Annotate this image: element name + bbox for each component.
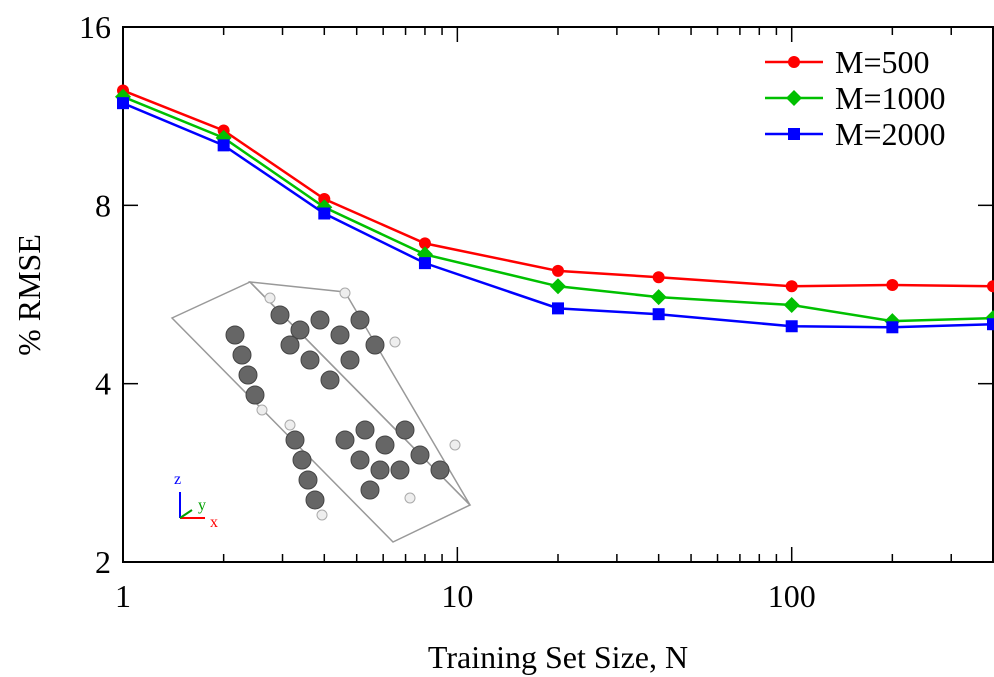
marker bbox=[650, 289, 667, 306]
marker bbox=[785, 280, 798, 293]
marker bbox=[550, 278, 566, 295]
svg-text:y: y bbox=[198, 497, 206, 514]
marker bbox=[987, 318, 994, 331]
legend-marker bbox=[788, 56, 800, 68]
marker bbox=[318, 207, 331, 220]
legend-marker bbox=[786, 90, 802, 106]
marker bbox=[886, 278, 899, 291]
marker bbox=[987, 280, 994, 293]
y-tick-label: 2 bbox=[95, 544, 111, 580]
marker bbox=[416, 246, 433, 263]
marker bbox=[652, 271, 665, 284]
molecule-inset: z y x bbox=[170, 281, 472, 543]
svg-text:z: z bbox=[174, 471, 181, 488]
y-tick-label: 4 bbox=[95, 366, 111, 402]
marker bbox=[783, 297, 800, 314]
marker bbox=[552, 302, 564, 315]
legend-marker bbox=[788, 128, 800, 140]
legend-label: M=1000 bbox=[835, 80, 946, 116]
marker bbox=[652, 308, 665, 321]
marker bbox=[318, 192, 331, 205]
marker bbox=[552, 264, 564, 277]
x-tick-label: 100 bbox=[768, 578, 816, 614]
marker bbox=[785, 320, 798, 333]
x-tick-label: 1 bbox=[115, 578, 131, 614]
y-axis-label: % RMSE bbox=[11, 234, 47, 356]
marker bbox=[217, 139, 230, 152]
marker bbox=[886, 321, 899, 334]
marker bbox=[117, 97, 129, 110]
marker bbox=[418, 257, 431, 270]
legend-label: M=500 bbox=[835, 44, 930, 80]
x-tick-label: 10 bbox=[441, 578, 473, 614]
x-axis-label: Training Set Size, N bbox=[428, 639, 688, 675]
svg-text:x: x bbox=[210, 514, 218, 531]
y-tick-label: 16 bbox=[79, 9, 111, 45]
y-tick-label: 8 bbox=[95, 187, 111, 223]
legend-label: M=2000 bbox=[835, 116, 946, 152]
marker bbox=[418, 237, 431, 250]
